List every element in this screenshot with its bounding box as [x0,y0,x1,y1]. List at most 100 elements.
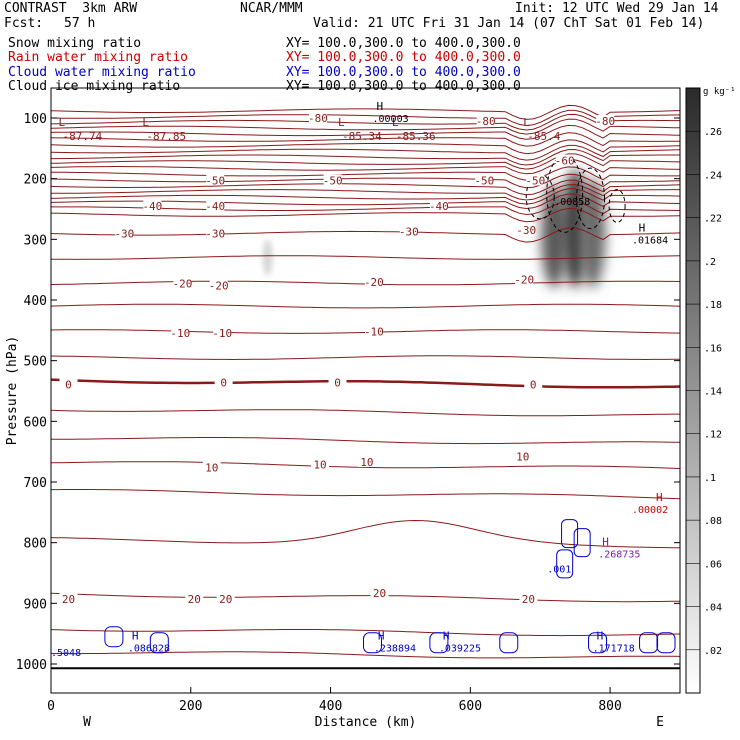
contour-label-bg-23 [214,376,233,388]
organization-label: NCAR/MMM [240,1,303,16]
y-tick-label-6: 700 [24,476,47,491]
forecast-label: Fcst: [4,16,44,31]
temperature-contour-27 [51,437,680,445]
x-tick-label-2: 400 [319,699,342,714]
contour-label-30: 20 [62,593,75,606]
extremum-marker-8: H [378,630,385,643]
y-tick-label-7: 800 [24,537,47,552]
field-name-rain: Rain water mixing ratio [8,50,189,65]
field-name-cloud-ice: Cloud ice mixing ratio [8,79,181,94]
extremum-marker-0: H [376,100,383,113]
low-value-2: -85.34 [342,130,382,143]
field-xy-rain: XY= 100.0,300.0 to 400.0,300.0 [286,50,521,65]
temperature-contour-22 [51,303,680,309]
cloud-water-contour-5 [588,632,608,654]
contour-label-12: -30 [205,227,225,240]
contour-label-bg-1 [476,115,495,127]
contour-label-3: -60 [555,154,575,167]
contour-label-22: 0 [65,378,72,391]
extremum-value-7: .5048 [51,648,81,659]
cloud-water-contour-mid-0 [561,519,579,549]
extremum-value-3: .00002 [632,505,668,516]
contour-label-bg-18 [515,273,534,285]
cloud-ice-contour-2 [576,167,606,230]
colorbar-tick-label-0: .02 [704,646,722,657]
cloud-water-contour-mid-1 [573,528,591,558]
y-axis-label: Pressure (hPa) [5,336,20,446]
colorbar-tick-label-10: .22 [704,214,722,225]
temperature-contour-28 [51,461,680,469]
temperature-contour-11 [51,166,680,181]
cloud-water-contour-6 [639,632,659,654]
snow-shade-3 [262,239,273,276]
temperature-contour-25 [51,378,680,389]
field-xy-cloud-water: XY= 100.0,300.0 to 400.0,300.0 [286,65,521,80]
cloud-ice-contour-3 [608,188,626,223]
init-time: Init: 12 UTC Wed 29 Jan 14 [515,1,719,16]
temperature-contour-18 [51,207,680,223]
extremum-marker-2: H [639,221,646,234]
colorbar-tick-label-12: .26 [704,127,722,138]
contour-label-bg-7 [526,174,545,186]
contour-label-28: 10 [360,456,373,469]
extremum-marker-6: H [132,630,139,643]
extremum-value-5: .001 [547,565,571,576]
colorbar-tick-label-5: .12 [704,430,722,441]
y-tick-label-2: 300 [24,233,47,248]
contour-label-13: -30 [399,225,419,238]
contour-label-bg-30 [59,593,78,605]
contour-label-33: 20 [373,587,386,600]
contour-label-bg-25 [524,378,543,390]
extremum-value-4: .268735 [598,550,640,561]
temperature-contour-9 [51,153,680,170]
low-marker-2: L [338,116,345,129]
temperature-contour-7 [51,144,680,161]
contour-label-bg-26 [202,461,221,473]
contour-label-bg-22 [59,378,78,390]
contour-label-bg-13 [399,225,418,237]
contour-label-bg-28 [357,455,376,467]
contour-label-bg-17 [364,275,383,287]
cloud-water-contour-0 [104,626,124,648]
contour-label-bg-32 [216,593,235,605]
contour-label-2: -80 [595,115,615,128]
contour-label-24: 0 [334,377,341,390]
contour-label-bg-24 [328,376,347,388]
colorbar-tick-label-2: .06 [704,559,722,570]
contour-label-bg-33 [370,587,389,599]
contour-label-34: 20 [522,593,535,606]
contour-label-17: -20 [364,276,384,289]
colorbar-units: g kg⁻¹ [703,87,736,97]
contour-label-bg-27 [311,458,330,470]
contour-label-bg-29 [513,450,532,462]
extremum-value-0: .00003 [372,114,408,125]
temperature-contour-3 [51,118,680,135]
y-tick-label-3: 400 [24,294,47,309]
extremum-marker-3: H [656,491,663,504]
y-tick-label-8: 900 [24,597,47,612]
contour-label-19: -10 [170,327,190,340]
low-marker-4: L [523,116,530,129]
temperature-contour-15 [51,188,680,205]
temperature-contour-2 [51,113,680,131]
temperature-contour-13 [51,179,680,196]
contour-label-7: -50 [525,174,545,187]
contour-label-bg-11 [115,227,134,239]
temperature-contour-0 [51,104,680,120]
temperature-contour-32 [51,629,680,637]
contour-label-16: -20 [209,279,229,292]
contour-label-bg-15 [173,277,192,289]
x-tick-label-3: 600 [459,699,482,714]
contour-label-bg-2 [596,115,615,127]
colorbar-tick-label-1: .04 [704,603,722,614]
plot-frame [50,87,681,694]
low-value-4: -85.4 [527,130,560,143]
extremum-value-9: .039225 [439,644,481,655]
low-marker-0: L [58,116,65,129]
y-tick-label-1: 200 [24,173,47,188]
contour-label-bg-14 [517,224,536,236]
colorbar-tick-label-7: .16 [704,343,722,354]
contour-label-bg-31 [185,593,204,605]
contour-label-bg-21 [364,325,383,337]
low-marker-3: L [392,116,399,129]
